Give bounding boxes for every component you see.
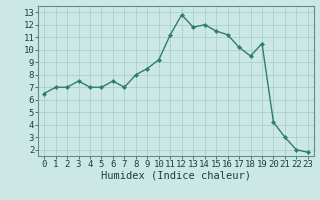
X-axis label: Humidex (Indice chaleur): Humidex (Indice chaleur): [101, 171, 251, 181]
